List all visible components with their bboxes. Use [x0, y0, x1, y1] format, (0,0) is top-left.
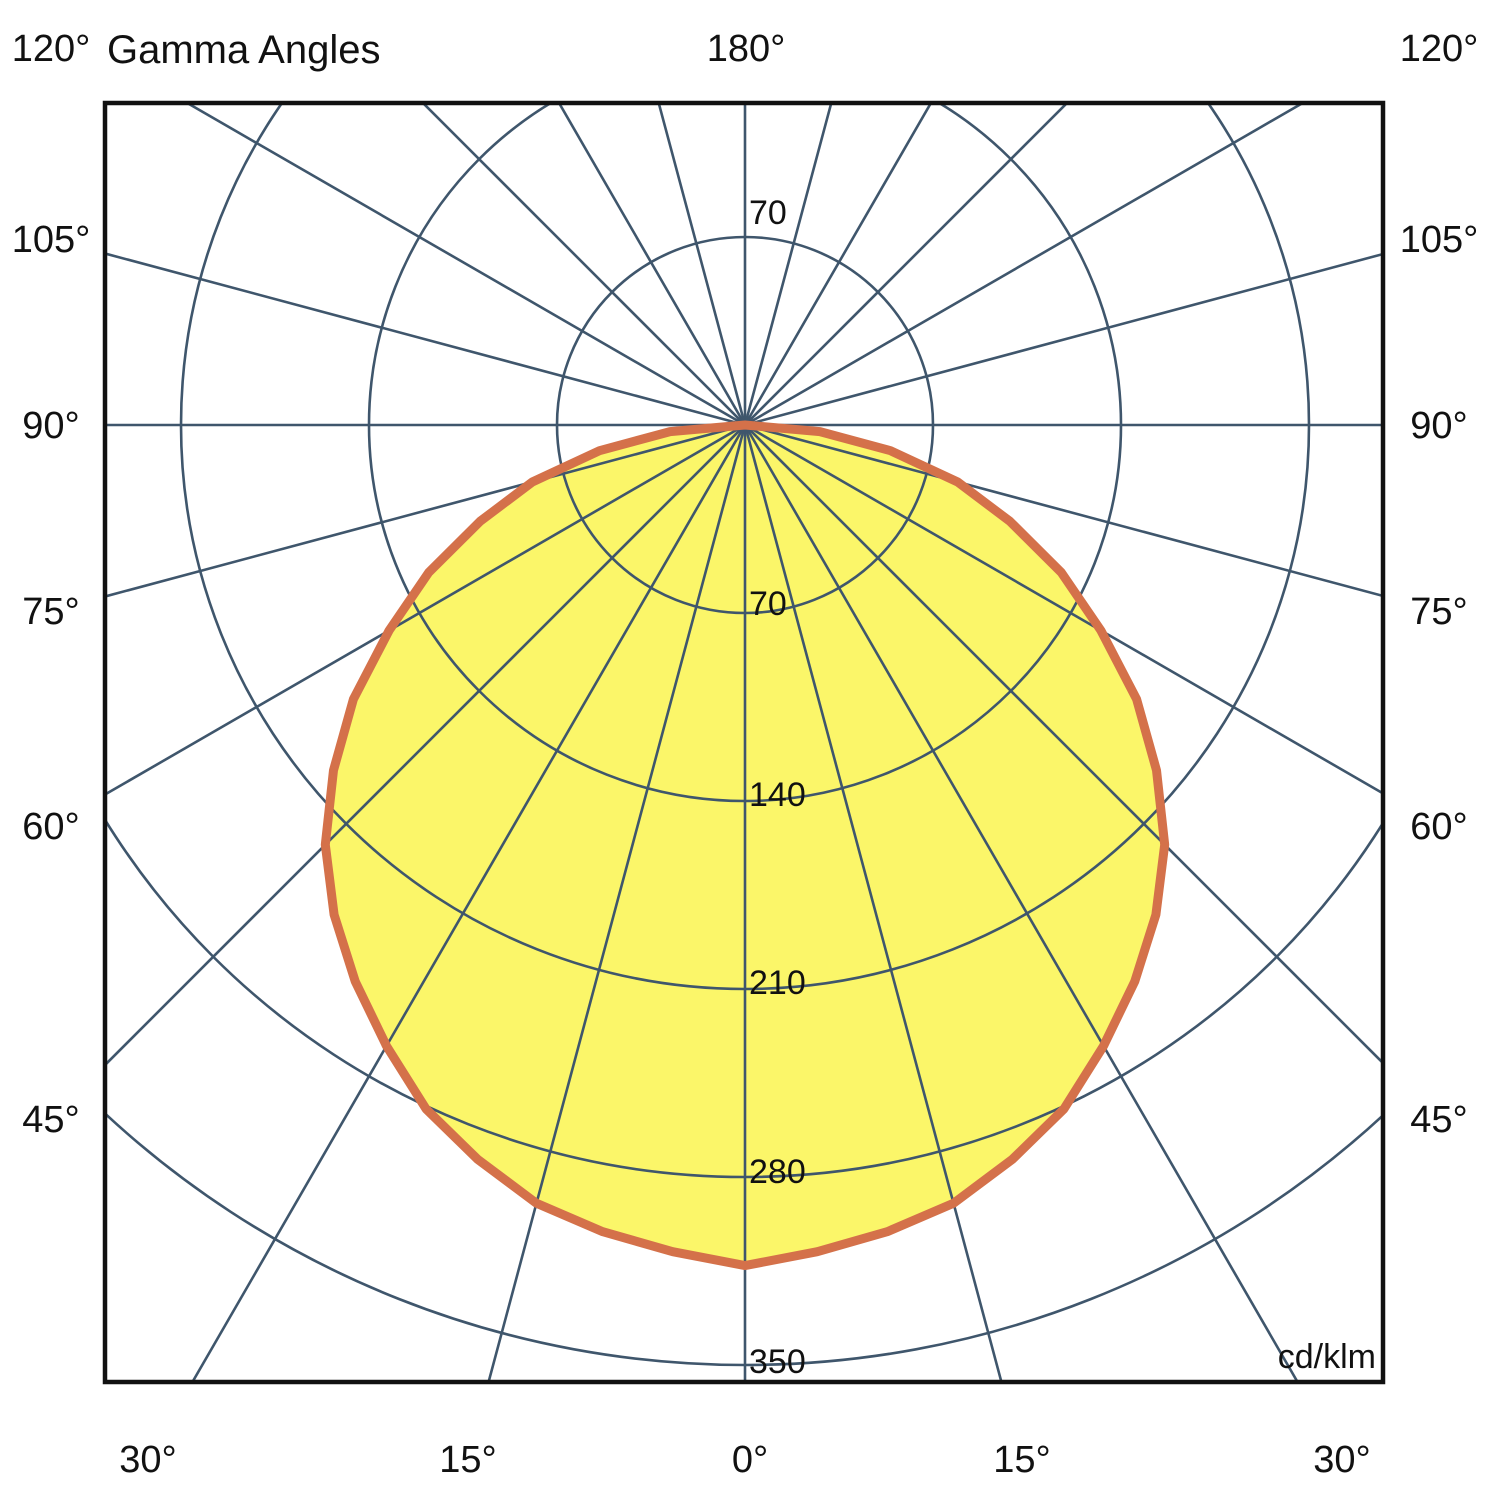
angle-label-right-90: 90°	[1410, 405, 1467, 447]
ring-label-210: 210	[749, 964, 806, 1002]
angle-label-bottom-left-30: 30°	[119, 1439, 176, 1481]
angle-label-right-45: 45°	[1410, 1099, 1467, 1141]
angle-label-left-60: 60°	[22, 806, 79, 848]
angle-label-right-75: 75°	[1410, 591, 1467, 633]
unit-label: cd/klm	[1278, 1338, 1376, 1376]
plot-frame	[102, 100, 1386, 1385]
angle-label-top-180: 180°	[707, 28, 786, 70]
angle-label-bottom-0: 0°	[732, 1439, 768, 1481]
angle-label-bottom-left-15: 15°	[439, 1439, 496, 1481]
angle-label-left-45: 45°	[22, 1099, 79, 1141]
angle-label-left-90: 90°	[22, 405, 79, 447]
angle-label-bottom-right-15: 15°	[993, 1439, 1050, 1481]
angle-label-right-60: 60°	[1410, 806, 1467, 848]
chart-title: Gamma Angles	[107, 28, 380, 72]
ring-label-70-upper: 70	[749, 194, 787, 232]
angle-label-left-105: 105°	[12, 219, 91, 261]
ring-label-70: 70	[749, 585, 787, 623]
ring-label-350: 350	[749, 1343, 806, 1381]
ring-label-280: 280	[749, 1153, 806, 1191]
angle-label-bottom-right-30: 30°	[1313, 1439, 1370, 1481]
angle-label-top-right-120: 120°	[1400, 28, 1479, 70]
intensity-curve-outline	[320, 420, 1170, 1271]
angle-label-top-left-120: 120°	[12, 28, 91, 70]
ring-label-140: 140	[749, 776, 806, 814]
angle-label-left-75: 75°	[22, 591, 79, 633]
angle-label-right-105: 105°	[1400, 219, 1479, 261]
